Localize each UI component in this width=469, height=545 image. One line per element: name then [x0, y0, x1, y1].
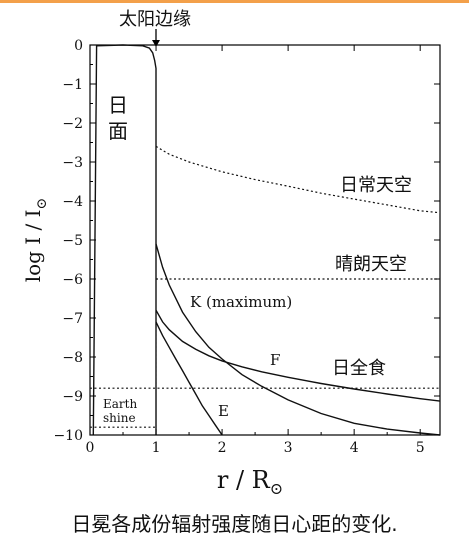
- y-tick-label: −2: [62, 116, 83, 132]
- y-tick-label: −8: [62, 350, 83, 366]
- figure-caption: 日冕各成份辐射强度随日心距的变化.: [71, 512, 398, 536]
- y-tick-label: −5: [62, 233, 83, 249]
- limb-arrow: [152, 29, 160, 47]
- y-tick-label: −6: [62, 272, 83, 288]
- x-tick-label: 5: [416, 440, 425, 456]
- y-axis-label: log I / I⊙: [21, 198, 50, 283]
- x-axis-label-sub: ⊙: [270, 479, 283, 498]
- series-label-k: K (maximum): [190, 293, 292, 311]
- x-tick-label: 2: [218, 440, 227, 456]
- annotation-earthshine-2: shine: [103, 411, 136, 425]
- series-line-0: [155, 243, 441, 436]
- series-layer: [90, 44, 441, 436]
- x-tick-label: 4: [350, 440, 359, 456]
- y-tick-label: −4: [62, 194, 83, 210]
- annotation-clear-sky: 晴朗天空: [335, 254, 407, 275]
- y-tick-label: −3: [62, 155, 83, 171]
- series-label-f: F: [270, 351, 280, 369]
- annotation-normal-sky: 日常天空: [340, 175, 412, 196]
- annotation-earthshine-1: Earth: [103, 397, 137, 411]
- y-tick-label: −9: [62, 389, 83, 405]
- y-tick-label: −7: [62, 311, 83, 327]
- series-label-e: E: [218, 402, 229, 420]
- annotation-disk-2: 面: [108, 119, 128, 143]
- x-tick-label: 1: [152, 440, 161, 456]
- y-tick-label: −10: [53, 428, 83, 444]
- tick-layer: 0 1 2 3 4 5 0 −1 −2 −3 −4 −5 −6 −7 −8 −9 −10: [53, 38, 440, 456]
- annotation-disk-1: 日: [108, 93, 128, 117]
- series-line-1: [155, 309, 441, 402]
- y-tick-label: 0: [74, 38, 83, 54]
- x-axis-label: r / R⊙: [217, 466, 283, 498]
- annotation-eclipse: 日全食: [332, 358, 386, 379]
- annotation-limb: 太阳边缘: [119, 9, 191, 30]
- series-line-7: [92, 44, 157, 436]
- y-axis-label-sub: ⊙: [34, 198, 50, 210]
- series-line-2: [155, 321, 223, 436]
- top-accent-bar: [0, 0, 469, 3]
- x-tick-label: 0: [86, 440, 95, 456]
- x-tick-label: 3: [284, 440, 293, 456]
- plot-frame: [89, 44, 441, 436]
- y-tick-label: −1: [62, 77, 83, 93]
